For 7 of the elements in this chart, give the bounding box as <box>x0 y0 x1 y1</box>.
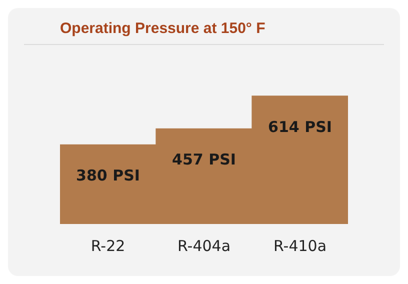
chart-title: Operating Pressure at 150° F <box>60 20 266 38</box>
x-tick-label: R-22 <box>90 236 126 255</box>
data-label: 614 PSI <box>268 118 332 136</box>
x-tick-label: R-410a <box>273 236 327 255</box>
data-label: 457 PSI <box>172 150 236 169</box>
x-tick-label: R-404a <box>177 236 231 255</box>
data-label: 380 PSI <box>76 166 140 185</box>
